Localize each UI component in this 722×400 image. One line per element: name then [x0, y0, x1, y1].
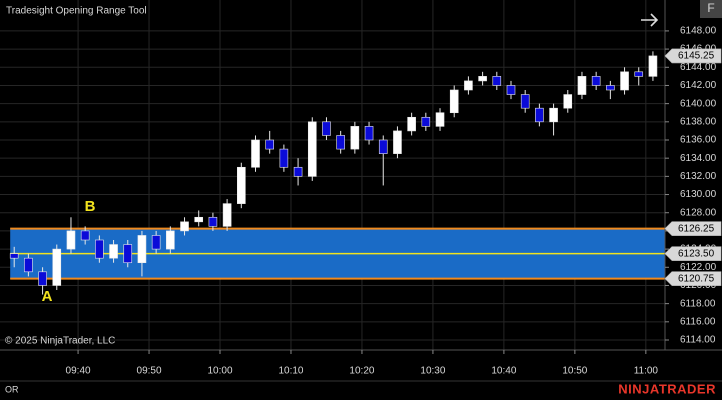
- candle-body: [279, 148, 289, 168]
- y-tick-label: 6134.00: [680, 153, 717, 164]
- y-tick-label: 6144.00: [680, 62, 717, 73]
- tab-label[interactable]: OR: [5, 384, 19, 394]
- x-tick-label: 09:50: [137, 366, 162, 377]
- candle-body: [194, 216, 204, 223]
- candle-body: [520, 94, 530, 109]
- price-tag: [664, 221, 722, 236]
- candle-body: [9, 253, 19, 259]
- candle-body: [378, 139, 388, 154]
- candle-body: [52, 248, 62, 286]
- y-tick-label: 6122.00: [680, 262, 717, 273]
- button-label[interactable]: F: [707, 1, 714, 15]
- price-tag: [664, 246, 722, 261]
- candle-body: [464, 80, 473, 91]
- price-tag-label: 6120.75: [678, 273, 715, 284]
- candle-body: [24, 257, 33, 273]
- y-tick-label: 6116.00: [680, 316, 716, 327]
- candle-body: [535, 107, 544, 123]
- candles: [9, 51, 658, 295]
- candle-body: [606, 85, 615, 91]
- opening-range: [10, 227, 666, 280]
- candle-body: [407, 116, 416, 132]
- button[interactable]: [700, 0, 722, 18]
- candle-body: [478, 76, 487, 82]
- copyright: © 2025 NinjaTrader, LLC: [5, 336, 115, 347]
- y-tick-label: 6136.00: [680, 135, 717, 146]
- x-tick-label: 10:30: [420, 366, 445, 377]
- candle-body: [80, 230, 90, 241]
- price-tag: [664, 271, 722, 286]
- candle-body: [322, 121, 331, 136]
- candle-body: [336, 135, 345, 150]
- y-tick-label: 6114.00: [680, 335, 716, 346]
- candle-body: [591, 76, 601, 86]
- y-tick-label: 6128.00: [680, 207, 717, 218]
- x-tick-label: 11:00: [634, 366, 659, 377]
- price-tag: [664, 48, 722, 64]
- candle-body: [393, 130, 402, 154]
- y-tick-label: 6132.00: [680, 171, 717, 182]
- candle-body: [293, 166, 303, 177]
- candle-body: [620, 71, 629, 91]
- candle-body: [307, 121, 317, 177]
- x-tick-label: 10:00: [207, 366, 232, 377]
- candle-body: [350, 126, 360, 150]
- candle-body: [137, 235, 147, 264]
- price-tag-label: 6126.25: [678, 223, 715, 234]
- candle-body: [109, 244, 118, 259]
- x-tick-label: 10:40: [491, 366, 516, 377]
- candle-body: [577, 76, 587, 95]
- x-tick-label: 10:20: [349, 366, 374, 377]
- candle-body: [421, 116, 431, 127]
- candle-body: [492, 76, 502, 86]
- grid: [0, 0, 665, 350]
- candle-body: [180, 221, 189, 232]
- candle-body: [265, 139, 274, 150]
- y-tick-label: 6138.00: [680, 116, 717, 127]
- candle-body: [166, 230, 175, 250]
- axes: 6114.006116.006118.006120.006122.006124.…: [66, 26, 722, 377]
- x-tick-label: 10:50: [562, 366, 587, 377]
- y-tick-label: 6140.00: [680, 98, 717, 109]
- candle-body: [66, 230, 76, 250]
- candle-body: [364, 126, 374, 141]
- arrow-icon[interactable]: [641, 13, 659, 27]
- candle-body: [435, 112, 445, 127]
- candle-body: [237, 166, 246, 204]
- price-tag-label: 6145.25: [678, 51, 715, 62]
- candle-body: [123, 244, 133, 264]
- candle-body: [634, 71, 644, 77]
- candle-body: [449, 89, 459, 114]
- brand: NINJATRADER: [618, 381, 716, 396]
- y-tick-label: 6142.00: [680, 80, 717, 91]
- candle-body: [95, 239, 104, 259]
- candle-body: [208, 216, 218, 227]
- y-tick-label: 6148.00: [680, 26, 717, 37]
- chart-title: Tradesight Opening Range Tool: [6, 6, 147, 17]
- candle-body: [506, 85, 516, 95]
- candle-body: [251, 139, 260, 168]
- candle-body: [648, 55, 658, 77]
- x-tick-label: 09:40: [66, 366, 91, 377]
- candle-body: [222, 203, 232, 227]
- candle-body: [549, 107, 558, 123]
- candle-body: [563, 94, 573, 109]
- candle-body: [151, 235, 161, 250]
- x-tick-label: 10:10: [278, 366, 303, 377]
- annotation: A: [42, 288, 53, 305]
- y-tick-label: 6130.00: [680, 189, 717, 200]
- annotation: B: [85, 198, 96, 215]
- candle-body: [38, 271, 47, 286]
- y-tick-label: 6118.00: [680, 298, 716, 309]
- price-tag-label: 6123.50: [678, 248, 715, 259]
